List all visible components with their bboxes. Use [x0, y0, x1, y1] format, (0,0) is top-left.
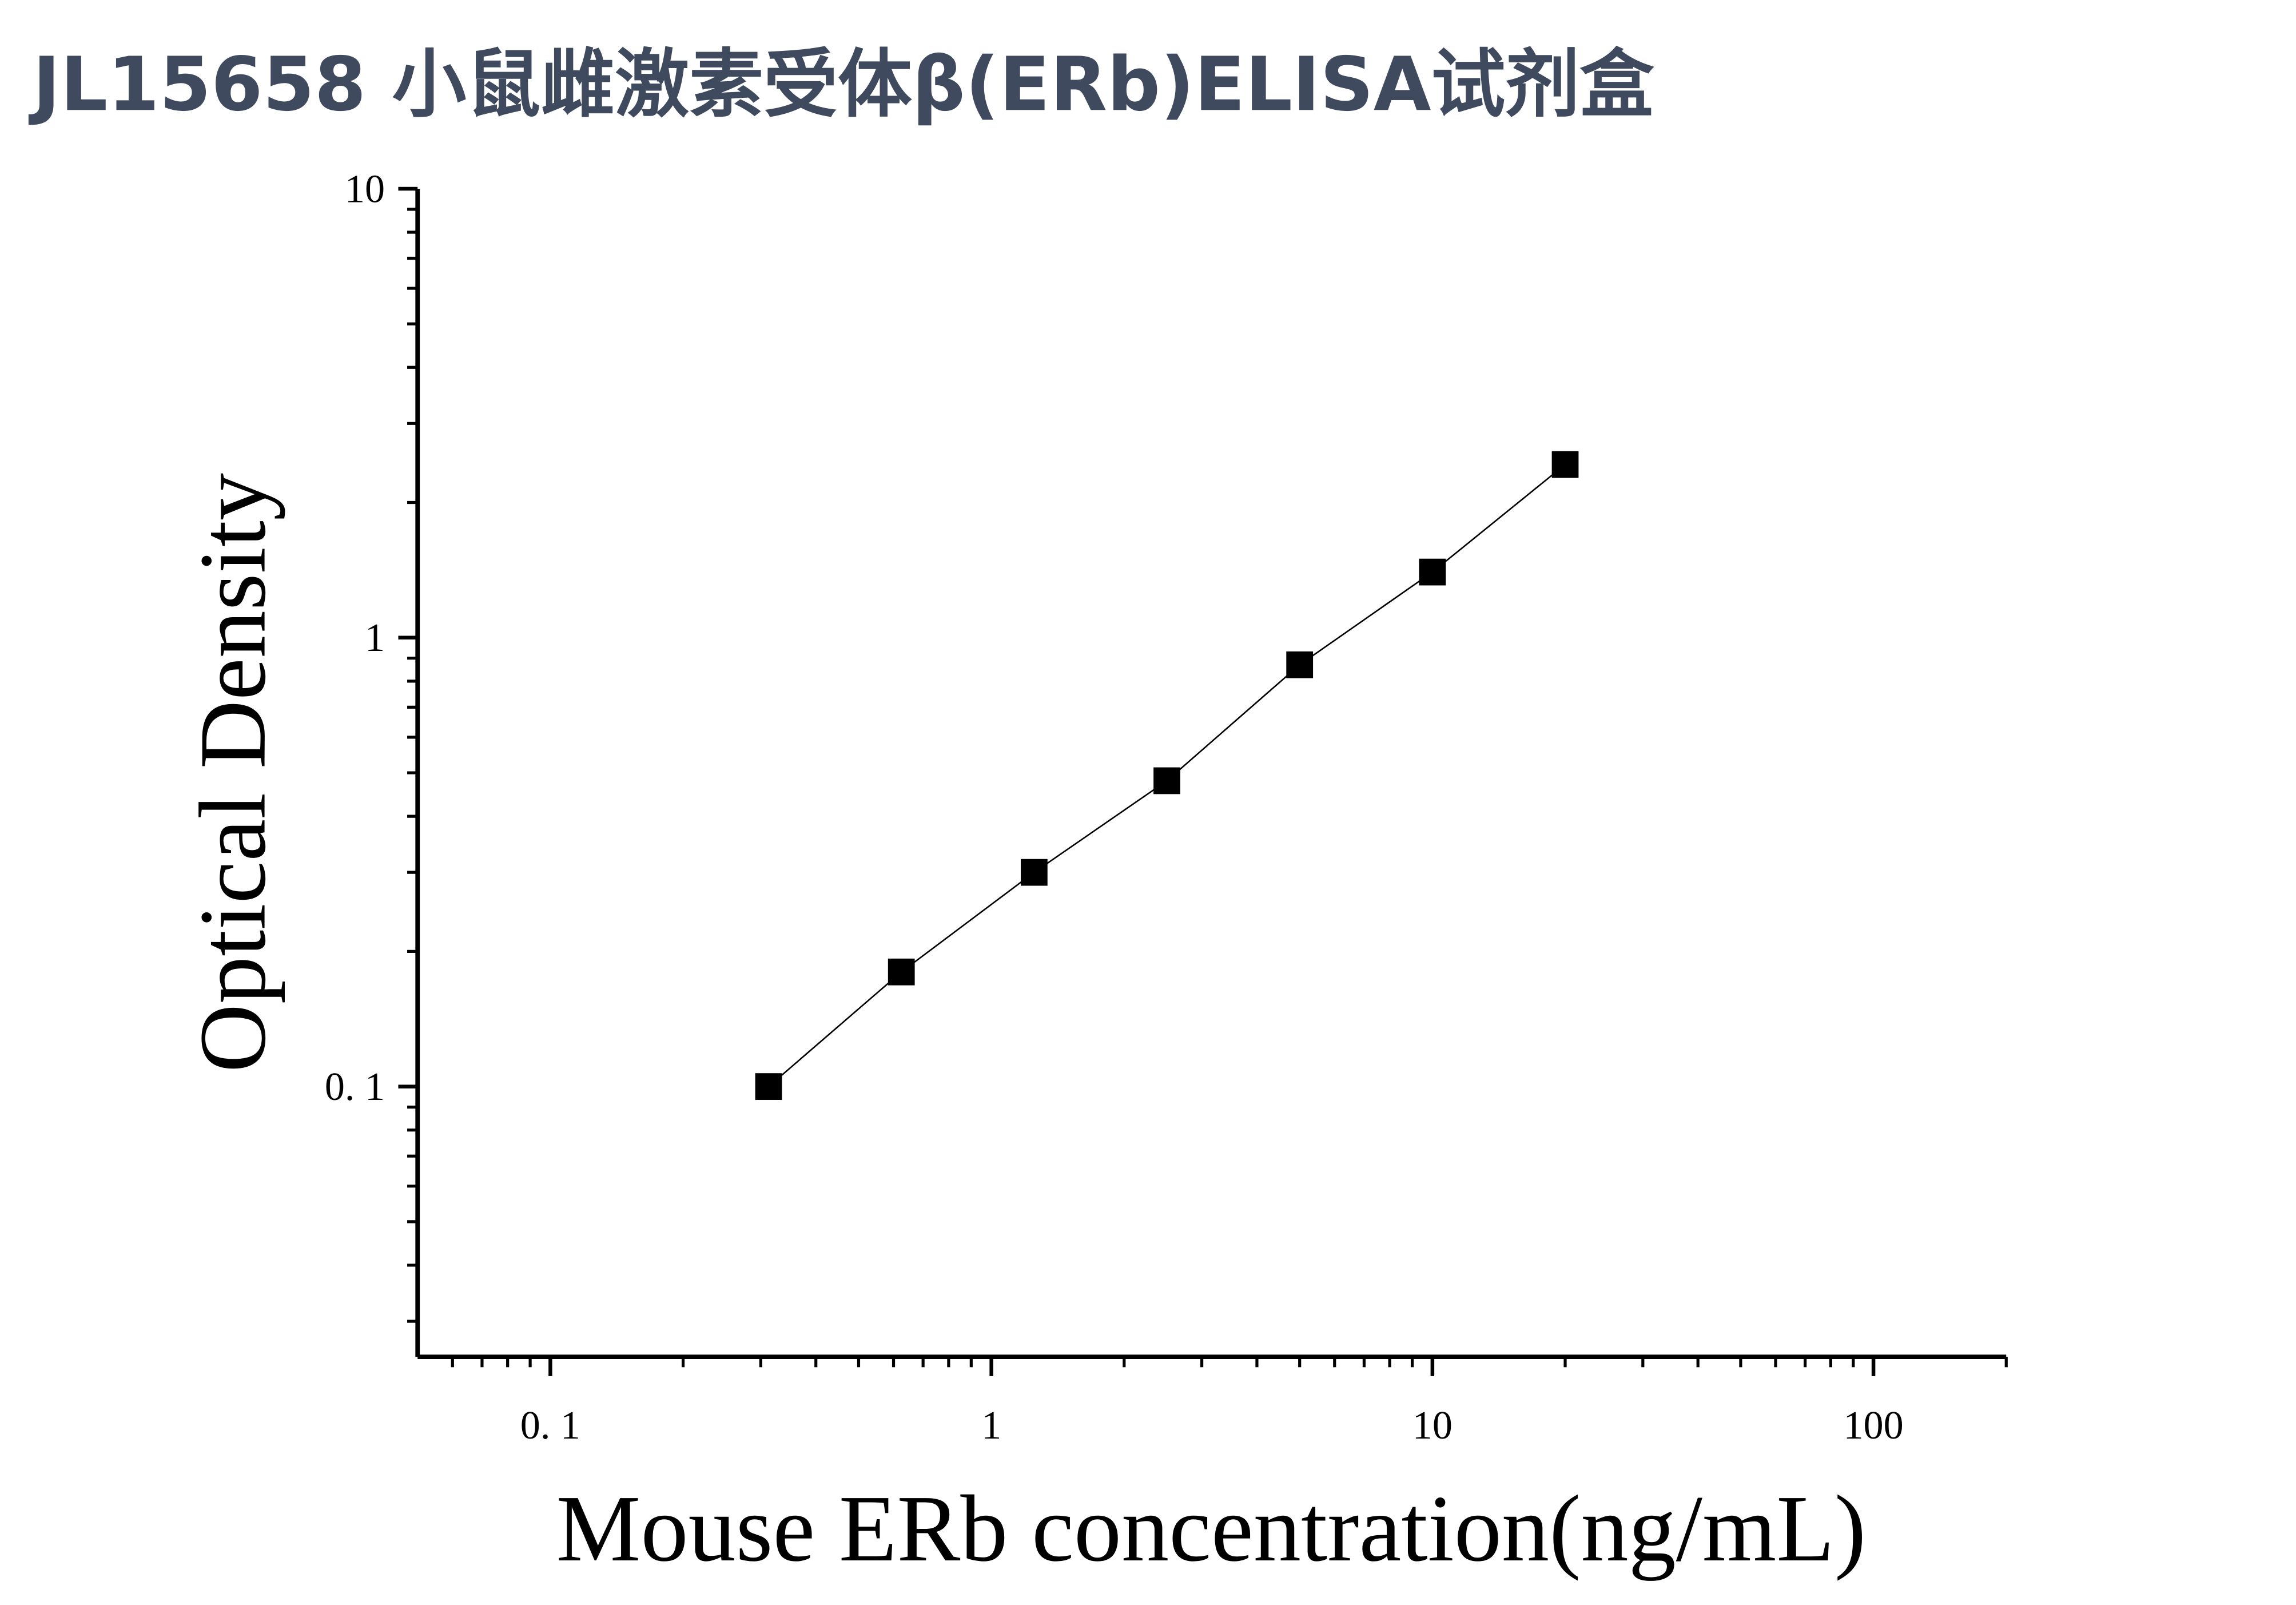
x-tick-label: 0. 1 — [520, 1403, 580, 1448]
x-tick-label: 1 — [981, 1403, 1001, 1448]
marker — [1419, 558, 1446, 586]
x-tick-label: 100 — [1843, 1403, 1903, 1448]
marker — [1020, 859, 1048, 886]
y-tick-label: 0. 1 — [325, 1064, 385, 1109]
x-axis-label: Mouse ERb concentration(ng/mL) — [556, 1476, 1867, 1581]
marker — [755, 1073, 782, 1100]
marker — [1551, 451, 1579, 478]
marker — [888, 958, 915, 986]
chart-title: JL15658 小鼠雌激素受体β(ERb)ELISA试剂盒 — [28, 41, 1654, 128]
y-axis-label: Optical Density — [180, 473, 285, 1072]
x-tick-label: 10 — [1412, 1403, 1453, 1448]
y-tick-label: 10 — [345, 166, 385, 211]
marker — [1153, 767, 1180, 794]
y-tick-label: 1 — [365, 615, 385, 660]
marker — [1286, 651, 1314, 678]
